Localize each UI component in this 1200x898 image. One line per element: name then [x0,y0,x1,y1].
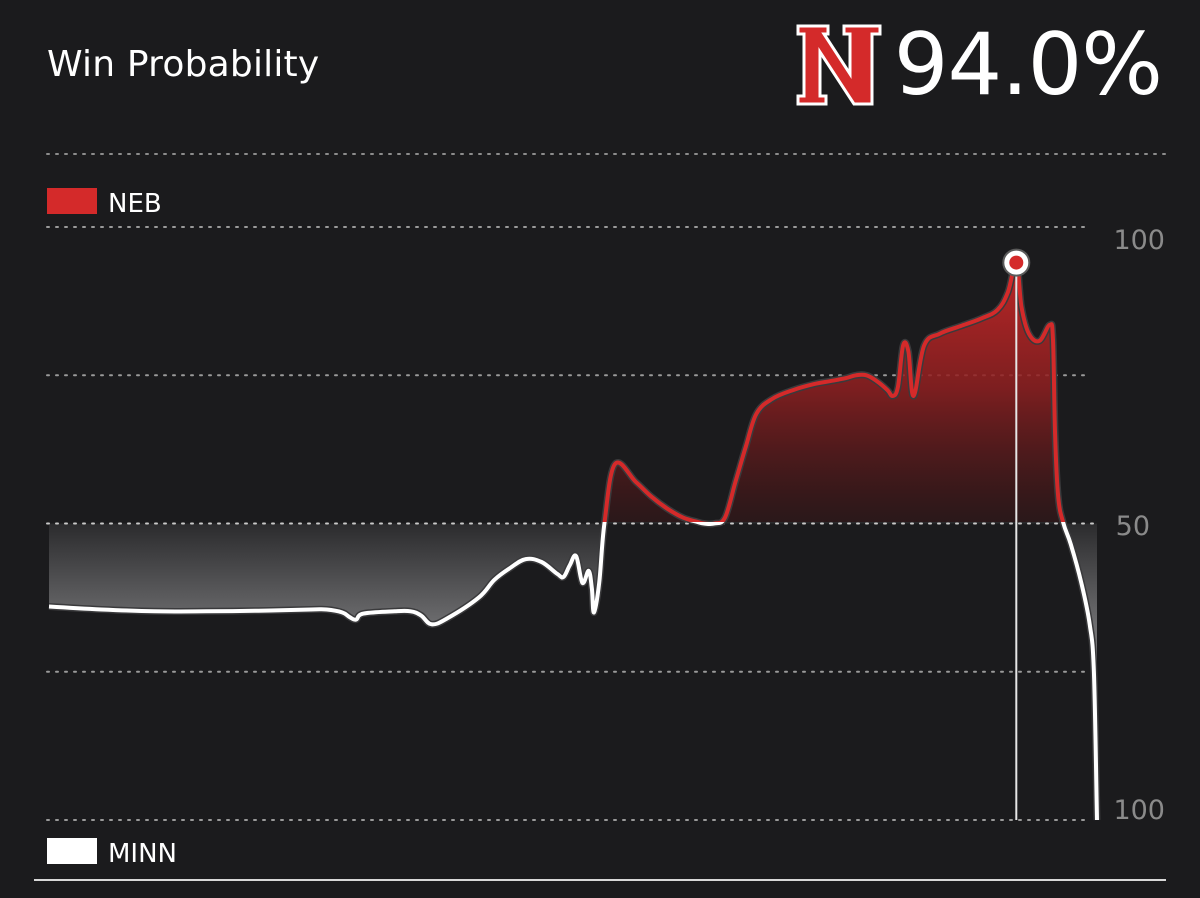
nebraska-logo-icon [796,24,882,106]
win-probability-readout: N 94.0% [794,15,1163,115]
home-probability-line [602,260,1066,522]
scrub-marker[interactable] [1002,248,1031,277]
y-tick-label: 100 [1113,795,1165,826]
legend-label-home: NEB [108,189,162,219]
chart-title: Win Probability [47,44,320,85]
legend-label-away: MINN [108,839,177,869]
legend-swatch-away [47,838,97,864]
away-area-fill [49,522,1097,820]
legend-swatch-home [47,188,97,214]
y-tick-label: 100 [1113,225,1165,256]
y-tick-label: 50 [1116,511,1150,542]
away-probability-line [48,522,1099,821]
home-area-fill [604,262,1064,522]
win-probability-value: 94.0% [893,15,1163,115]
marker-team-dot [1009,255,1024,270]
gridlines [46,226,1089,821]
